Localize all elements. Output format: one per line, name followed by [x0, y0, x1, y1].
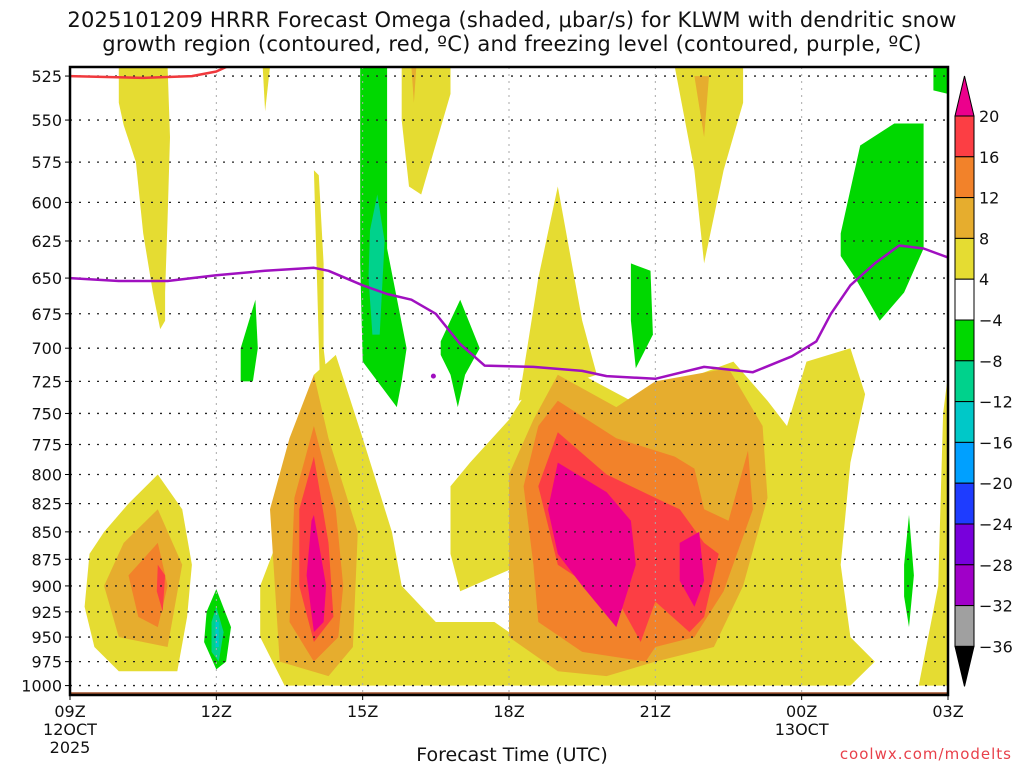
x-tick-label: 03Z	[932, 702, 963, 721]
colorbar-swatch--28_-24	[954, 523, 975, 566]
omega-shading	[70, 67, 948, 695]
colorbar-label: 20	[979, 107, 999, 126]
shaded-region-yellow-right-edge	[918, 374, 948, 686]
freezing-level-dot	[430, 373, 436, 379]
colorbar-label: −36	[979, 637, 1013, 656]
colorbar-swatch--4_4	[954, 278, 975, 321]
colorbar-swatch--36_-32	[954, 605, 975, 647]
shaded-region-orange-21z-top	[694, 76, 709, 138]
colorbar-label: 16	[979, 148, 999, 167]
shaded-region-green-02z	[904, 515, 914, 628]
y-tick-label: 650	[31, 269, 62, 288]
y-tick-label: 575	[31, 153, 62, 172]
y-tick-label: 925	[31, 603, 62, 622]
shaded-region-magenta-21z	[679, 531, 705, 607]
x-tick-label: 21Z	[640, 702, 671, 721]
y-tick-label: 525	[31, 67, 62, 86]
shaded-region-yellow-speck-12z	[262, 67, 270, 112]
colorbar-swatch--8_-4	[954, 319, 975, 362]
colorbar-swatch--16_-12	[954, 401, 975, 443]
x-tick-label: 18Z	[493, 702, 524, 721]
shaded-region-green-03z-corner	[933, 67, 948, 94]
x-tick-sublabel: 13OCT	[775, 720, 829, 739]
axes: 525 550 575 600 625 650 675 700 725 750 775 800 825 8…	[21, 65, 964, 757]
colorbar-swatch-16_20	[954, 115, 975, 158]
y-tick-label: 1000	[21, 677, 62, 696]
colorbar-label: −28	[979, 556, 1013, 575]
freezing-level-contour	[70, 244, 948, 381]
chart-title: 2025101209 HRRR Forecast Omega (shaded, …	[0, 8, 1024, 56]
y-tick-label: 900	[31, 577, 62, 596]
shaded-region-magenta-14z	[306, 515, 327, 633]
colorbar-swatch--12_-8	[954, 360, 975, 403]
colorbar-label: −24	[979, 515, 1013, 534]
colorbar-swatch--32_-28	[954, 564, 975, 607]
y-tick-label: 950	[31, 628, 62, 647]
colorbar-label: 12	[979, 189, 999, 208]
colorbar-label: 8	[979, 229, 989, 248]
y-tick-label: 800	[31, 466, 62, 485]
y-tick-label: 625	[31, 232, 62, 251]
y-tick-label: 750	[31, 404, 62, 423]
colorbar-label: −32	[979, 597, 1013, 616]
x-tick-label: 12Z	[201, 702, 232, 721]
colorbar-swatch-8_12	[954, 197, 975, 239]
x-tick-sublabel: 2025	[50, 738, 91, 757]
shaded-region-green-13z	[240, 299, 258, 382]
y-tick-label: 700	[31, 339, 62, 358]
colorbar-label: −8	[979, 352, 1003, 371]
shaded-region-magenta-main	[548, 462, 636, 628]
contours	[70, 67, 948, 381]
shaded-region-yellow-early-plume	[118, 67, 170, 330]
colorbar-label: −20	[979, 474, 1013, 493]
colorbar-label: −16	[979, 433, 1013, 452]
colorbar: 20 16 12 8 4 −4 −8 −12 −16 −20 −24 −28 −32 −36	[954, 75, 1013, 687]
y-tick-label: 775	[31, 435, 62, 454]
colorbar-swatch--20_-16	[954, 441, 975, 484]
y-tick-label: 675	[31, 305, 62, 324]
shaded-region-green-01z	[840, 123, 924, 321]
x-tick-label: 09Z	[54, 702, 85, 721]
x-tick-label: 00Z	[786, 702, 817, 721]
credit-link[interactable]: coolwx.com/modelts	[839, 745, 1012, 763]
colorbar-swatch--24_-20	[954, 482, 975, 525]
dgz-contour-red	[70, 67, 227, 80]
shaded-region-yellow-21z-top	[674, 67, 744, 264]
shaded-region-green-17z	[440, 299, 480, 408]
chart-title-line1: 2025101209 HRRR Forecast Omega (shaded, …	[67, 8, 957, 32]
shaded-region-darkorange-early	[128, 542, 168, 628]
x-tick-label: 15Z	[347, 702, 378, 721]
y-tick-label: 725	[31, 372, 62, 391]
y-tick-label: 875	[31, 550, 62, 569]
colorbar-swatch-12_16	[954, 156, 975, 199]
colorbar-label: −12	[979, 393, 1013, 412]
y-tick-label: 600	[31, 193, 62, 212]
shaded-region-yellow-18z-spike	[518, 186, 597, 401]
shaded-region-red-early	[156, 564, 166, 612]
chart-title-line2: growth region (contoured, red, ºC) and f…	[102, 32, 922, 56]
x-axis-label: Forecast Time (UTC)	[416, 744, 608, 766]
colorbar-arrow-bottom	[954, 645, 975, 687]
y-tick-label: 850	[31, 523, 62, 542]
y-tick-label: 975	[31, 653, 62, 672]
shaded-region-teal-15z	[368, 194, 385, 335]
colorbar-arrow-top	[954, 75, 975, 117]
x-tick-sublabel: 12OCT	[43, 720, 97, 739]
colorbar-label: 4	[979, 270, 989, 289]
y-tick-label: 825	[31, 495, 62, 514]
colorbar-swatch-4_8	[954, 237, 975, 280]
y-tick-label: 550	[31, 111, 62, 130]
shaded-region-green-19z	[630, 263, 653, 369]
colorbar-label: −4	[979, 311, 1003, 330]
